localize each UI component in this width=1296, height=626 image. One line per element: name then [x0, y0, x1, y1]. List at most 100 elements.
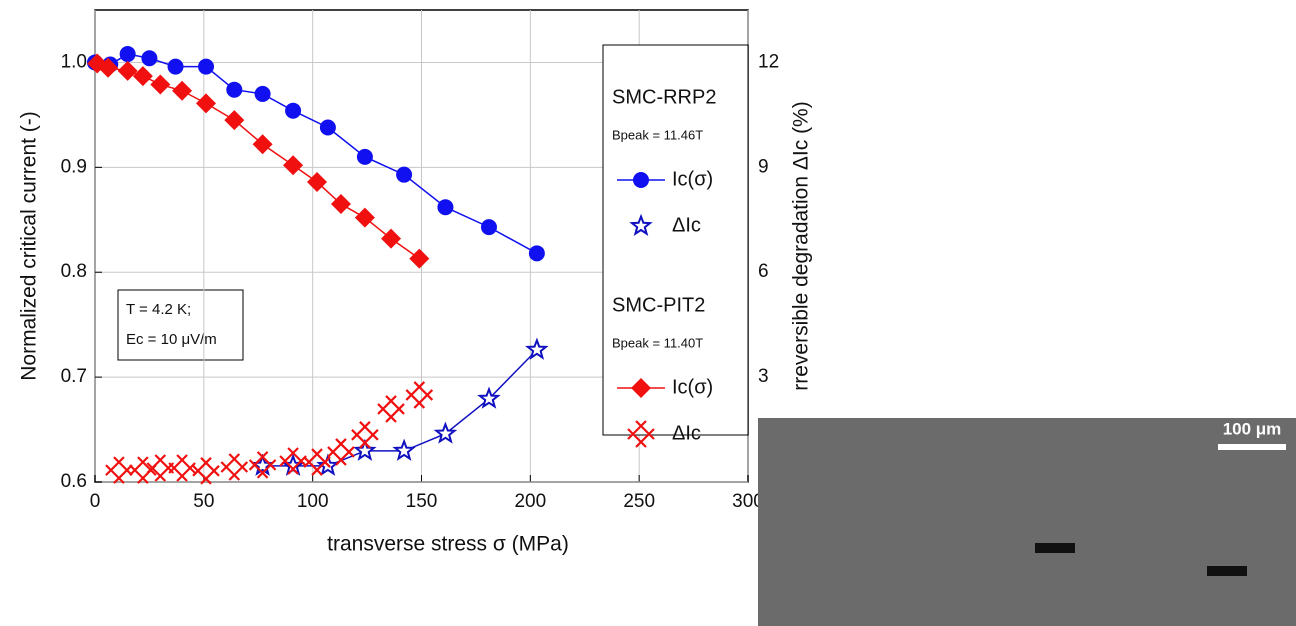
marker-part	[629, 213, 653, 237]
marker-star	[525, 337, 549, 360]
marker-diamond	[98, 57, 119, 78]
marker-cross	[405, 381, 434, 409]
x-tick-label: 200	[514, 491, 546, 512]
marker-part	[192, 465, 212, 485]
marker-part	[285, 102, 302, 119]
marker-part	[377, 403, 397, 423]
marker-part	[200, 457, 220, 477]
marker-part	[252, 134, 273, 155]
marker-cross	[279, 447, 307, 475]
marker-part	[631, 378, 651, 398]
marker-part	[196, 93, 217, 114]
marker-part	[137, 456, 157, 476]
marker-cross	[627, 420, 655, 448]
micrograph-inset: 100 μm	[757, 418, 1296, 626]
marker-part	[172, 80, 193, 101]
marker-part	[351, 429, 371, 449]
marker-circle	[396, 166, 413, 183]
legend-group-title: SMC-PIT2	[612, 294, 705, 316]
marker-part	[377, 395, 397, 415]
marker-cross	[105, 456, 133, 484]
marker-part	[381, 228, 402, 249]
marker-part	[198, 58, 215, 75]
marker-diamond	[252, 134, 273, 155]
marker-cross	[248, 451, 277, 479]
marker-part	[327, 446, 347, 466]
marker-part	[146, 462, 167, 482]
marker-diamond	[631, 378, 651, 398]
marker-part	[437, 199, 454, 216]
scale-bar	[1218, 444, 1286, 450]
marker-diamond	[172, 80, 193, 101]
marker-diamond	[409, 248, 430, 269]
marker-part	[413, 389, 434, 409]
marker-part	[129, 456, 149, 476]
marker-circle	[285, 102, 302, 119]
marker-part	[359, 421, 379, 441]
marker-part	[525, 337, 549, 360]
marker-part	[117, 60, 138, 81]
legend-group-subtitle: Bpeak = 11.40T	[612, 335, 703, 350]
marker-circle	[141, 50, 158, 67]
marker-part	[330, 194, 351, 215]
x-tick-label: 0	[90, 491, 101, 512]
marker-part	[279, 455, 299, 475]
marker-part	[433, 421, 458, 444]
marker-circle	[437, 199, 454, 216]
marker-star	[629, 213, 653, 237]
marker-part	[528, 245, 545, 262]
marker-diamond	[117, 60, 138, 81]
marker-part	[405, 389, 426, 409]
marker-diamond	[224, 110, 245, 131]
marker-part	[119, 46, 136, 63]
x-axis-label: transverse stress σ (MPa)	[327, 533, 569, 556]
marker-part	[307, 172, 328, 193]
marker-part	[635, 420, 655, 440]
marker-diamond	[283, 155, 304, 176]
marker-part	[287, 447, 307, 467]
y2-tick-label: 6	[758, 261, 769, 282]
marker-part	[279, 447, 299, 467]
marker-part	[396, 166, 413, 183]
marker-diamond	[307, 172, 328, 193]
marker-part	[385, 403, 405, 423]
marker-part	[224, 110, 245, 131]
marker-part	[176, 454, 196, 474]
marker-part	[409, 248, 430, 269]
marker-star	[433, 421, 458, 444]
marker-part	[250, 453, 275, 476]
marker-part	[105, 456, 125, 476]
marker-part	[477, 386, 501, 409]
y-tick-label: 1.0	[61, 51, 87, 72]
marker-part	[192, 457, 212, 477]
marker-part	[303, 456, 323, 476]
marker-part	[327, 438, 347, 458]
marker-part	[105, 464, 125, 484]
marker-diamond	[354, 207, 375, 228]
marker-circle	[119, 46, 136, 63]
marker-diamond	[132, 66, 153, 87]
marker-part	[113, 456, 133, 476]
marker-part	[132, 66, 153, 87]
marker-circle	[254, 85, 271, 102]
marker-part	[311, 448, 331, 468]
marker-part	[98, 57, 119, 78]
marker-part	[287, 455, 307, 475]
marker-part	[385, 395, 405, 415]
marker-part	[303, 448, 323, 468]
x-tick-label: 150	[406, 491, 438, 512]
annotation-box	[117, 289, 244, 361]
micrograph-void	[1207, 566, 1247, 576]
marker-cross	[303, 448, 331, 476]
y-tick-label: 0.8	[61, 261, 87, 282]
marker-part	[154, 454, 175, 474]
y2-tick-label: 12	[758, 51, 779, 72]
marker-cross	[129, 456, 157, 484]
marker-circle	[319, 119, 336, 136]
marker-part	[633, 172, 649, 188]
marker-part	[353, 438, 377, 461]
marker-part	[248, 451, 269, 471]
y2-axis-label: rreversible degradation ΔIc (%)	[790, 101, 813, 390]
marker-circle	[528, 245, 545, 262]
